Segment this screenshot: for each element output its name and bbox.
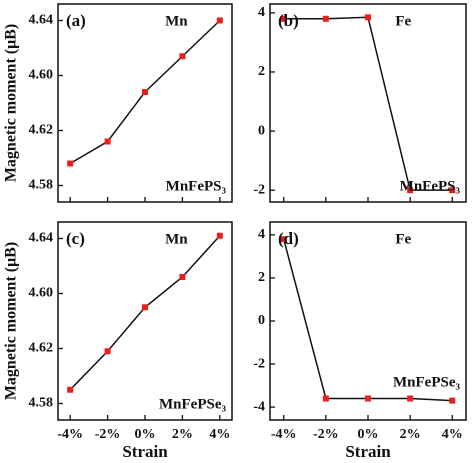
element-label: Mn	[165, 13, 188, 29]
data-point	[216, 17, 223, 24]
y-tick-label: 0	[258, 313, 265, 328]
y-tick-label: 4.64	[29, 231, 54, 246]
y-tick-label: 4.58	[29, 396, 54, 411]
data-point	[449, 187, 456, 194]
element-label: Mn	[165, 231, 188, 247]
data-point	[67, 160, 74, 167]
x-axis-label: Strain	[122, 442, 168, 461]
y-tick-label: 2	[258, 270, 265, 285]
compound-label: MnFePS₃	[400, 178, 461, 194]
data-line	[69, 235, 221, 391]
data-point	[365, 395, 371, 402]
panel-label: (b)	[278, 11, 299, 30]
data-point	[280, 15, 287, 22]
data-point	[216, 232, 223, 239]
data-point	[407, 187, 414, 194]
compound-label: MnFePS₃	[166, 178, 227, 194]
y-tick-label: 4	[258, 5, 265, 20]
y-tick-label: -4	[253, 399, 265, 414]
panel-label: (d)	[278, 229, 299, 248]
data-point	[322, 395, 329, 402]
data-point	[142, 89, 148, 95]
element-label: Fe	[395, 13, 411, 29]
x-tick-label: -2%	[95, 427, 121, 442]
y-tick-label: 4.58	[29, 178, 54, 193]
y-tick-label: 4.64	[29, 13, 54, 28]
data-point	[142, 304, 148, 311]
x-tick-label: 2%	[400, 427, 421, 442]
x-tick-label: 4%	[442, 427, 463, 442]
x-tick-label: 0%	[135, 427, 156, 442]
data-point	[67, 386, 74, 393]
y-axis-label: Magnetic moment (μB)	[3, 242, 20, 400]
data-point	[449, 397, 456, 404]
compound-label: MnFePSe₃	[159, 396, 226, 412]
y-tick-label: 4	[258, 227, 265, 242]
x-tick-label: 0%	[358, 427, 379, 442]
x-axis-label: Strain	[345, 442, 391, 461]
data-point	[179, 53, 186, 60]
y-tick-label: -2	[253, 182, 265, 197]
data-line	[283, 16, 453, 191]
data-point	[104, 138, 111, 145]
data-point	[322, 15, 329, 22]
y-tick-label: -2	[253, 356, 265, 371]
y-tick-label: 4.62	[29, 341, 54, 356]
y-tick-label: 4.60	[29, 68, 54, 83]
panel-label: (c)	[66, 229, 85, 248]
data-point	[407, 395, 414, 402]
y-tick-label: 4.60	[29, 286, 54, 301]
compound-label: MnFePSe₃	[393, 374, 460, 390]
data-point	[280, 236, 287, 243]
data-point	[365, 14, 371, 21]
element-label: Fe	[395, 231, 411, 247]
x-tick-label: 2%	[172, 427, 193, 442]
panel-label: (a)	[66, 11, 86, 30]
panel-frame	[269, 3, 467, 203]
y-tick-label: 0	[258, 123, 265, 138]
x-tick-label: -4%	[57, 427, 83, 442]
data-point	[179, 274, 186, 280]
y-axis-label: Magnetic moment (μB)	[3, 24, 20, 182]
x-tick-label: 4%	[209, 427, 230, 442]
y-tick-label: 4.62	[29, 123, 54, 138]
data-point	[104, 348, 111, 355]
x-tick-label: -4%	[271, 427, 297, 442]
y-tick-label: 2	[258, 64, 265, 79]
x-tick-label: -2%	[313, 427, 339, 442]
